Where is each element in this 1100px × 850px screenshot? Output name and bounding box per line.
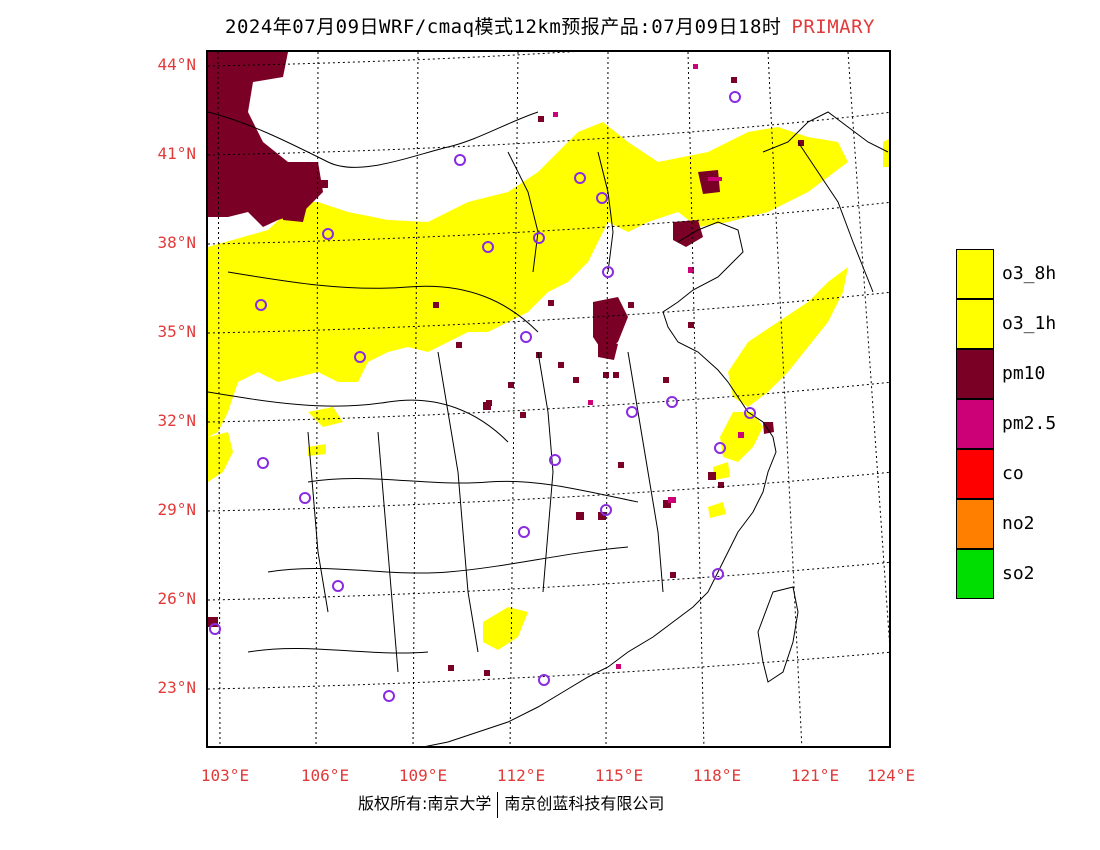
legend-swatch-so2 (956, 549, 994, 599)
lon-label-106: 106°E (300, 766, 350, 785)
footer-right: 南京创蓝科技有限公司 (504, 794, 665, 813)
legend-swatch-co (956, 449, 994, 499)
legend-label-pm25: pm2.5 (1002, 413, 1057, 434)
lat-label-38: 38°N (157, 233, 196, 252)
lat-label-44: 44°N (157, 55, 196, 74)
lat-label-35: 35°N (157, 322, 196, 341)
legend-swatch-o3-8h (956, 249, 994, 299)
forecast-map-canvas (208, 52, 889, 746)
lon-label-103: 103°E (200, 766, 250, 785)
graticule (208, 52, 889, 746)
legend-swatch-no2 (956, 499, 994, 549)
footer-left: 版权所有:南京大学 (358, 794, 492, 813)
ozone-regions (208, 122, 889, 650)
legend-swatch-pm10 (956, 349, 994, 399)
lat-label-32: 32°N (157, 411, 196, 430)
pm25-pixels (553, 64, 744, 669)
legend-label-o3-1h: o3_1h (1002, 313, 1057, 334)
lat-label-23: 23°N (157, 678, 196, 697)
copyright-footer: 版权所有:南京大学 南京创蓝科技有限公司 (358, 790, 664, 818)
title-primary-tag: PRIMARY (791, 16, 875, 38)
lat-label-29: 29°N (157, 500, 196, 519)
lon-label-124: 124°E (866, 766, 916, 785)
pm10-regions (208, 52, 774, 627)
legend-swatch-pm25 (956, 399, 994, 449)
lat-label-41: 41°N (157, 144, 196, 163)
legend-label-co: co (1002, 463, 1024, 484)
lat-label-26: 26°N (157, 589, 196, 608)
forecast-map (206, 50, 891, 748)
pm10-pixels (320, 77, 804, 676)
lon-label-118: 118°E (692, 766, 742, 785)
station-markers (209, 91, 756, 702)
legend-label-no2: no2 (1002, 513, 1035, 534)
legend-label-o3-8h: o3_8h (1002, 263, 1057, 284)
lon-label-112: 112°E (496, 766, 546, 785)
title-main: 2024年07月09日WRF/cmaq模式12km预报产品:07月09日18时 (225, 16, 782, 38)
legend-swatch-o3-1h (956, 299, 994, 349)
lon-label-115: 115°E (594, 766, 644, 785)
legend-label-pm10: pm10 (1002, 363, 1046, 384)
map-title: 2024年07月09日WRF/cmaq模式12km预报产品:07月09日18时 P… (0, 12, 1100, 39)
legend-label-so2: so2 (1002, 563, 1035, 584)
lon-label-121: 121°E (790, 766, 840, 785)
lon-label-109: 109°E (398, 766, 448, 785)
boundaries (208, 111, 889, 746)
footer-separator (497, 791, 499, 818)
